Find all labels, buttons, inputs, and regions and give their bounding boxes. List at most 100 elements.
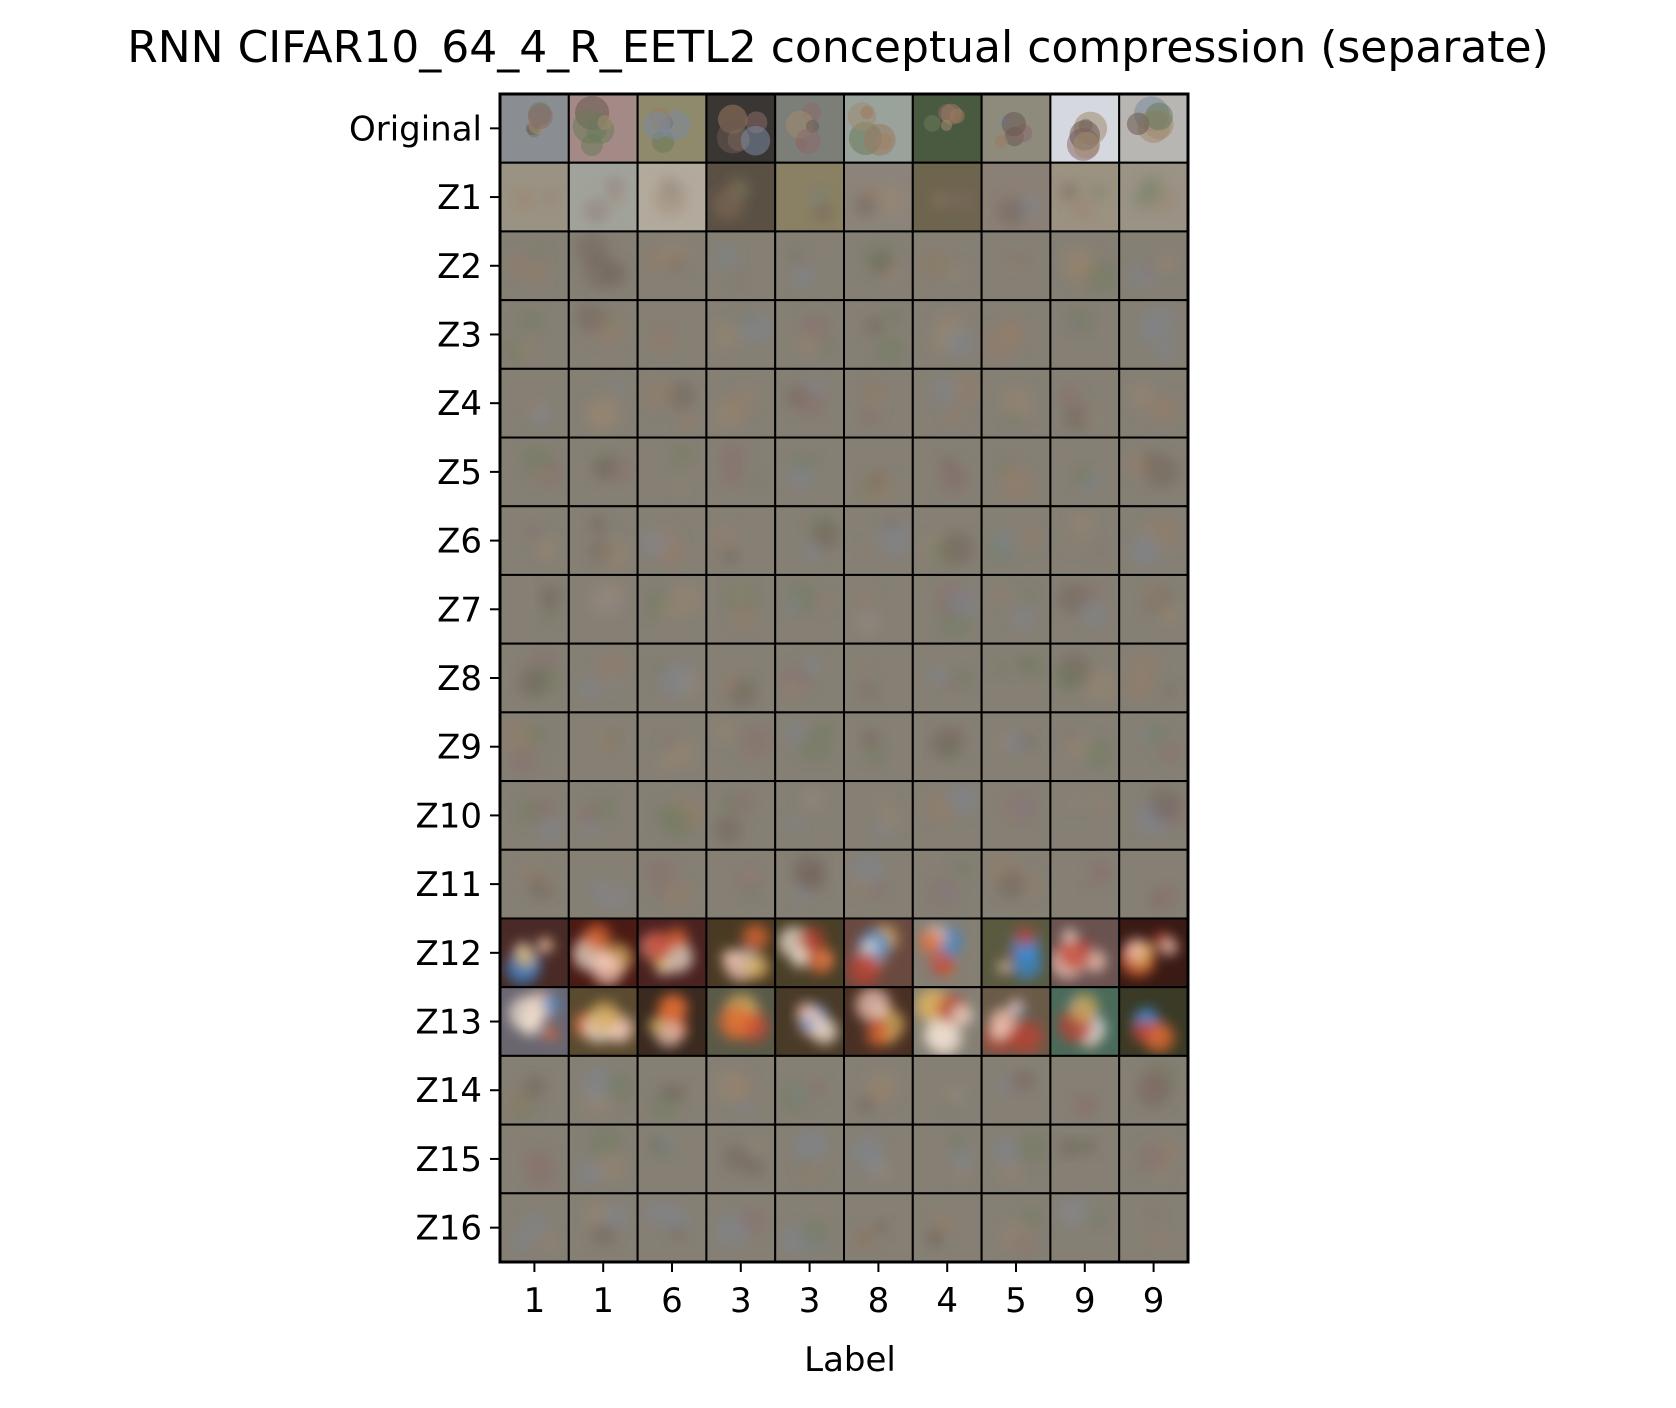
grid-cell-r15-c0 xyxy=(499,1123,570,1195)
grid-cell-r14-c6 xyxy=(911,1054,983,1126)
grid-cell-r4-c8 xyxy=(1049,367,1121,439)
grid-cell-r9-c5 xyxy=(843,711,914,783)
grid-cell-r13-c5 xyxy=(843,986,914,1057)
grid-cell-r10-c5 xyxy=(843,780,914,851)
grid-cell-r13-c3 xyxy=(705,986,777,1057)
grid-cell-r11-c9 xyxy=(1118,848,1189,920)
grid-cell-r5-c7 xyxy=(980,436,1052,508)
grid-cell-r7-c9 xyxy=(1118,573,1189,645)
grid-cell-r16-c8 xyxy=(1049,1192,1121,1263)
grid-cell-r13-c9 xyxy=(1118,986,1189,1057)
grid-cell-r15-c1 xyxy=(567,1123,639,1195)
grid-cell-r1-c4 xyxy=(774,161,846,233)
grid-cell-r2-c3 xyxy=(705,230,777,302)
grid-cell-r14-c4 xyxy=(774,1054,846,1126)
grid-cell-r15-c6 xyxy=(911,1123,983,1195)
grid-cell-r2-c2 xyxy=(636,230,708,302)
grid-cell-r0-c5 xyxy=(843,93,914,164)
x-tick-label: 3 xyxy=(799,1281,821,1321)
x-tick-label: 5 xyxy=(1005,1281,1027,1321)
grid-cell-r7-c3 xyxy=(705,573,777,645)
x-axis-label: Label xyxy=(804,1340,896,1380)
grid-cell-r10-c4 xyxy=(774,780,846,851)
grid-cell-r3-c3 xyxy=(705,299,777,370)
grid-cell-r10-c6 xyxy=(911,780,983,851)
grid-cell-r4-c7 xyxy=(980,367,1052,439)
y-tick-label: Z14 xyxy=(415,1071,482,1111)
grid-cell-r15-c8 xyxy=(1049,1123,1121,1195)
grid-cell-r0-c2 xyxy=(636,93,708,164)
grid-cell-r14-c8 xyxy=(1049,1054,1121,1126)
grid-cell-r1-c7 xyxy=(980,161,1052,233)
grid-cell-r13-c0 xyxy=(499,986,570,1057)
grid-cell-r5-c4 xyxy=(774,436,846,508)
grid-cell-r14-c2 xyxy=(636,1054,708,1126)
grid-cell-r16-c1 xyxy=(567,1192,639,1263)
chart-title: RNN CIFAR10_64_4_R_EETL2 conceptual comp… xyxy=(127,22,1549,73)
grid-cell-r4-c3 xyxy=(705,367,777,439)
grid-cell-r0-c1 xyxy=(567,93,639,164)
grid-cell-r8-c9 xyxy=(1118,642,1189,714)
x-tick-label: 6 xyxy=(661,1281,683,1321)
grid-cell-r7-c7 xyxy=(980,573,1052,645)
grid-cell-r11-c2 xyxy=(636,848,708,920)
grid-cell-r16-c4 xyxy=(774,1192,846,1263)
grid-cell-r16-c6 xyxy=(911,1192,983,1263)
y-tick-label: Z10 xyxy=(415,796,482,836)
grid-cell-r1-c1 xyxy=(567,161,639,233)
y-tick-label: Z2 xyxy=(437,247,482,287)
grid-cell-r10-c2 xyxy=(636,780,708,851)
grid-cell-r12-c7 xyxy=(980,917,1052,989)
grid-cell-r6-c6 xyxy=(911,505,983,576)
grid-cell-r2-c1 xyxy=(567,230,639,302)
grid-cell-r1-c2 xyxy=(636,161,708,233)
grid-cell-r8-c0 xyxy=(499,642,570,714)
grid-cell-r9-c3 xyxy=(705,711,777,783)
y-tick-label: Z5 xyxy=(437,453,482,493)
grid-cell-r10-c9 xyxy=(1118,780,1189,851)
grid-cell-r6-c9 xyxy=(1118,505,1189,576)
grid-cell-r10-c8 xyxy=(1049,780,1121,851)
y-tick-label: Z8 xyxy=(437,659,482,699)
y-tick-label: Z4 xyxy=(437,384,482,424)
grid-cell-r1-c6 xyxy=(911,161,983,233)
grid-cell-r12-c1 xyxy=(567,917,639,989)
grid-cell-r9-c9 xyxy=(1118,711,1189,783)
grid-cell-r4-c9 xyxy=(1118,367,1189,439)
grid-cell-r4-c0 xyxy=(499,367,570,439)
grid-cell-r3-c2 xyxy=(636,299,708,370)
y-tick-label: Z15 xyxy=(415,1140,482,1180)
y-tick-label: Z12 xyxy=(415,934,482,974)
grid-cell-r12-c2 xyxy=(636,917,708,989)
grid-cell-r9-c6 xyxy=(911,711,983,783)
grid-cell-r0-c4 xyxy=(774,93,846,164)
grid-cell-r2-c5 xyxy=(843,230,914,302)
grid-cell-r0-c0 xyxy=(499,93,570,164)
y-tick-label: Z1 xyxy=(437,178,482,218)
grid-cell-r9-c2 xyxy=(636,711,708,783)
grid-cell-r0-c6 xyxy=(911,93,983,164)
grid-cell-r9-c8 xyxy=(1049,711,1121,783)
grid-cell-r3-c0 xyxy=(499,299,570,370)
grid-cell-r12-c3 xyxy=(705,917,777,989)
grid-cell-r13-c6 xyxy=(911,986,983,1057)
grid-cell-r13-c2 xyxy=(636,986,708,1057)
grid-cell-r7-c4 xyxy=(774,573,846,645)
grid-cell-r8-c5 xyxy=(843,642,914,714)
grid-cell-r14-c0 xyxy=(499,1054,570,1126)
y-tick-label: Z13 xyxy=(415,1003,482,1043)
grid-cell-r5-c2 xyxy=(636,436,708,508)
grid-cell-r10-c7 xyxy=(980,780,1052,851)
grid-cell-r7-c5 xyxy=(843,573,914,645)
grid-cell-r8-c6 xyxy=(911,642,983,714)
y-tick-label: Z11 xyxy=(415,865,482,905)
y-tick-label: Z16 xyxy=(415,1209,482,1249)
grid-cell-r4-c5 xyxy=(843,367,914,439)
grid-cell-r6-c3 xyxy=(705,505,777,576)
grid-cell-r11-c4 xyxy=(774,848,846,920)
grid-cell-r15-c2 xyxy=(636,1123,708,1195)
grid-cell-r7-c6 xyxy=(911,573,983,645)
grid-cell-r6-c1 xyxy=(567,505,639,576)
x-tick-label: 3 xyxy=(730,1281,752,1321)
grid-cell-r0-c8 xyxy=(1049,93,1121,164)
